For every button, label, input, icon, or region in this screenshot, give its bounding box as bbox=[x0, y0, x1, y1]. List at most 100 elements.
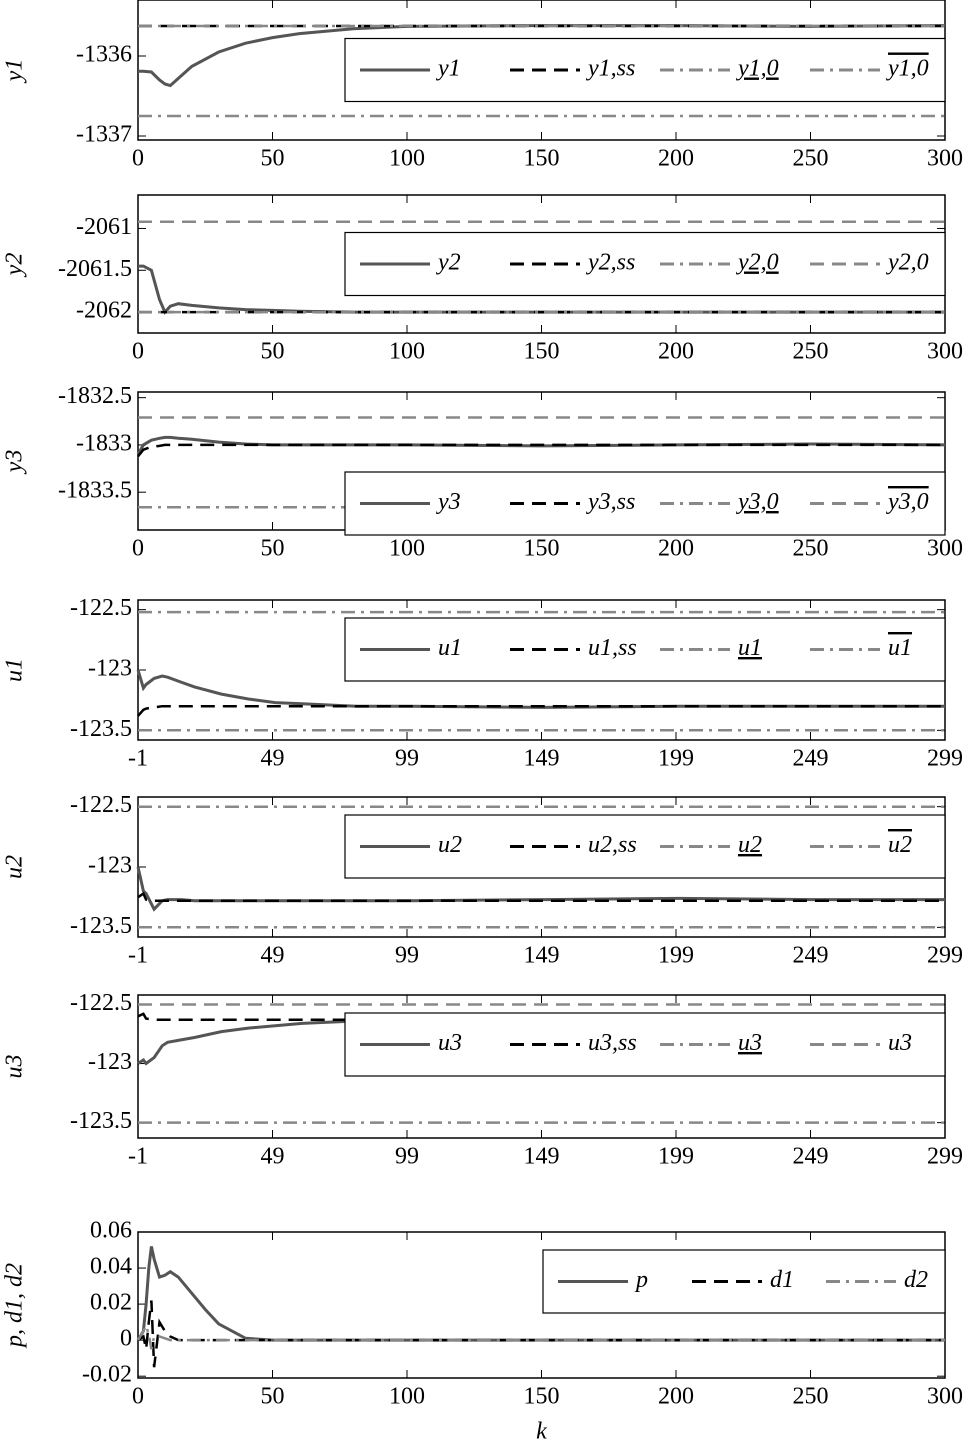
legend-label: y3,ss bbox=[586, 489, 635, 515]
legend-box bbox=[344, 814, 946, 879]
x-tick-label: 99 bbox=[395, 1144, 419, 1170]
y-tick-label: -1833 bbox=[76, 430, 132, 456]
x-tick-label: 299 bbox=[927, 1144, 963, 1170]
legend-label: u2 bbox=[738, 832, 762, 858]
x-tick-label: 150 bbox=[524, 1384, 560, 1410]
y-tick-label: -2061 bbox=[76, 214, 132, 240]
y-tick-label: -123.5 bbox=[70, 913, 132, 939]
legend-label: y1 bbox=[436, 56, 461, 82]
x-tick-label: 150 bbox=[524, 536, 560, 562]
x-tick-label: 300 bbox=[927, 1384, 963, 1410]
legend-label: u1,ss bbox=[588, 635, 637, 661]
x-tick-label: 300 bbox=[927, 339, 963, 365]
x-tick-label: 49 bbox=[261, 1144, 285, 1170]
y-tick-label: -2061.5 bbox=[58, 256, 132, 282]
legend-label: y1,0 bbox=[886, 56, 929, 82]
legend-label: u1 bbox=[738, 635, 762, 661]
legend-label: u3,ss bbox=[588, 1030, 637, 1056]
x-tick-label: 199 bbox=[658, 943, 694, 969]
x-tick-label: 300 bbox=[927, 536, 963, 562]
y-tick-label: -122.5 bbox=[70, 595, 132, 621]
x-tick-label: 50 bbox=[261, 536, 285, 562]
y-tick-label: -123.5 bbox=[70, 716, 132, 742]
x-tick-label: 100 bbox=[389, 1384, 425, 1410]
series-line bbox=[137, 704, 945, 717]
x-tick-label: 149 bbox=[524, 943, 560, 969]
y-tick-label: 0 bbox=[120, 1326, 132, 1352]
x-tick-label: 250 bbox=[793, 536, 829, 562]
x-tick-label: 200 bbox=[658, 146, 694, 172]
x-tick-label: 299 bbox=[927, 746, 963, 772]
y-tick-label: -1833.5 bbox=[58, 478, 132, 504]
x-tick-label: 150 bbox=[524, 339, 560, 365]
y-axis-label: p, d1, d2 bbox=[2, 1263, 28, 1349]
x-tick-label: 50 bbox=[261, 339, 285, 365]
x-tick-label: 100 bbox=[389, 339, 425, 365]
x-tick-label: 249 bbox=[793, 943, 829, 969]
x-tick-label: 99 bbox=[395, 943, 419, 969]
x-tick-label: 149 bbox=[524, 746, 560, 772]
x-tick-label: 100 bbox=[389, 146, 425, 172]
legend-box bbox=[344, 617, 946, 682]
y-tick-label: -123 bbox=[88, 656, 132, 682]
legend-label: u3 bbox=[738, 1030, 762, 1056]
x-tick-label: 300 bbox=[927, 146, 963, 172]
x-tick-label: -1 bbox=[128, 943, 148, 969]
y-tick-label: -1337 bbox=[76, 122, 132, 148]
series-line bbox=[136, 1322, 945, 1350]
x-tick-label: 250 bbox=[793, 339, 829, 365]
legend-label: u1 bbox=[438, 635, 462, 661]
x-tick-label: 0 bbox=[132, 1384, 144, 1410]
y-tick-label: -123 bbox=[88, 853, 132, 879]
legend-label: y1,0 bbox=[736, 56, 779, 82]
y-tick-label: -122.5 bbox=[70, 990, 132, 1016]
x-tick-label: 199 bbox=[658, 1144, 694, 1170]
y-tick-label: 0.06 bbox=[90, 1218, 132, 1244]
x-tick-label: 50 bbox=[261, 1384, 285, 1410]
y-tick-label: 0.04 bbox=[90, 1254, 132, 1280]
x-tick-label: 250 bbox=[793, 1384, 829, 1410]
x-tick-label: 200 bbox=[658, 339, 694, 365]
x-tick-label: 0 bbox=[132, 339, 144, 365]
x-tick-label: 299 bbox=[927, 943, 963, 969]
x-tick-label: -1 bbox=[128, 746, 148, 772]
x-tick-label: 249 bbox=[793, 1144, 829, 1170]
x-tick-label: 49 bbox=[261, 746, 285, 772]
y-tick-label: -122.5 bbox=[70, 792, 132, 818]
legend-label: u3 bbox=[888, 1030, 912, 1056]
legend-label: y2,0 bbox=[886, 250, 929, 276]
legend-label: y2 bbox=[436, 250, 461, 276]
x-tick-label: 150 bbox=[524, 146, 560, 172]
y-axis-label: y1 bbox=[2, 59, 28, 84]
legend-label: y2,ss bbox=[586, 250, 635, 276]
y-tick-label: -123.5 bbox=[70, 1108, 132, 1134]
x-tick-label: 249 bbox=[793, 746, 829, 772]
x-axis-label: k bbox=[536, 1419, 547, 1445]
y-tick-label: -123 bbox=[88, 1049, 132, 1075]
y-axis-label: y3 bbox=[2, 450, 28, 475]
y-tick-label: 0.02 bbox=[90, 1290, 132, 1316]
y-axis-label: u2 bbox=[2, 855, 28, 879]
y-axis-label: u3 bbox=[2, 1055, 28, 1079]
x-tick-label: 0 bbox=[132, 536, 144, 562]
y-axis-label: y2 bbox=[2, 253, 28, 278]
series-line bbox=[137, 891, 945, 903]
x-tick-label: 50 bbox=[261, 146, 285, 172]
legend-label: d1 bbox=[770, 1267, 794, 1293]
x-tick-label: 250 bbox=[793, 146, 829, 172]
y-tick-label: -1336 bbox=[76, 42, 132, 68]
x-tick-label: 99 bbox=[395, 746, 419, 772]
y-tick-label: -0.02 bbox=[82, 1362, 132, 1388]
legend-label: u3 bbox=[438, 1030, 462, 1056]
x-tick-label: 0 bbox=[132, 146, 144, 172]
y-tick-label: -2062 bbox=[76, 298, 132, 324]
x-tick-label: 149 bbox=[524, 1144, 560, 1170]
legend-label: u2 bbox=[888, 832, 912, 858]
x-tick-label: 100 bbox=[389, 536, 425, 562]
legend-label: p bbox=[634, 1267, 648, 1293]
x-tick-label: 199 bbox=[658, 746, 694, 772]
legend-label: y1,ss bbox=[586, 56, 635, 82]
series-line bbox=[137, 443, 945, 458]
legend-label: y3,0 bbox=[736, 489, 779, 515]
